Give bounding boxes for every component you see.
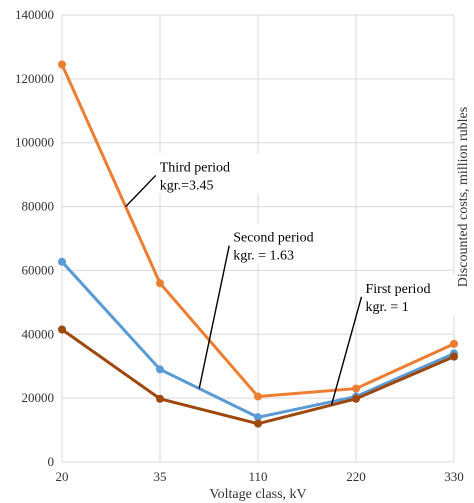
annotations: Third period kgr.=3.45 Second period kgr. =… [125, 153, 474, 406]
data-point-second [254, 413, 262, 422]
annotation-title: First period [366, 282, 431, 297]
y-tick-labels: 0 20000 40000 60000 80000 100000 120000 140000 [15, 7, 54, 469]
annotation-leader [330, 296, 363, 406]
x-tick-labels: 20 35 110 220 330 [56, 469, 464, 484]
data-point-first [156, 394, 164, 403]
data-point-first [450, 352, 458, 361]
data-point-first [58, 325, 66, 334]
x-tick-label: 330 [444, 469, 464, 484]
annotation-first: First period kgr. = 1 [330, 274, 474, 406]
annotation-third: Third period kgr.=3.45 [125, 153, 276, 208]
data-point-first [254, 419, 262, 428]
x-tick-label: 20 [56, 469, 69, 484]
data-point-second [58, 257, 66, 266]
annotation-box [155, 153, 276, 194]
y-tick-label: 140000 [15, 7, 54, 22]
series-lines [58, 60, 458, 428]
annotation-leader [125, 174, 157, 208]
data-point-second [156, 365, 164, 374]
annotation-coefficient: kgr. = 1.63 [233, 249, 294, 264]
annotation-coefficient: kgr.=3.45 [160, 178, 214, 193]
data-point-third [450, 339, 458, 348]
data-point-third [156, 279, 164, 288]
y-tick-label: 0 [48, 454, 55, 469]
y-tick-label: 80000 [22, 199, 55, 214]
x-tick-label: 110 [248, 469, 267, 484]
data-point-third [254, 392, 262, 401]
annotation-second: Second period kgr. = 1.63 [198, 223, 350, 389]
x-axis-title: Voltage class, kV [209, 487, 306, 502]
data-point-third [352, 384, 360, 393]
y-tick-label: 120000 [15, 71, 54, 86]
y-tick-label: 100000 [15, 135, 54, 150]
annotation-leader [198, 245, 230, 389]
data-point-third [58, 60, 66, 69]
x-tick-label: 220 [346, 469, 366, 484]
y-tick-label: 20000 [22, 390, 55, 405]
annotation-coefficient: kgr. = 1 [366, 300, 409, 315]
annotation-title: Second period [233, 231, 313, 246]
data-point-first [352, 394, 360, 403]
annotation-box [229, 223, 350, 264]
x-tick-label: 35 [154, 469, 167, 484]
y-axis-title: Discounted costs, million rubles [456, 107, 471, 287]
y-tick-label: 60000 [22, 262, 55, 277]
annotation-title: Third period [160, 160, 230, 175]
y-tick-label: 40000 [22, 326, 55, 341]
annotation-box [361, 274, 474, 315]
